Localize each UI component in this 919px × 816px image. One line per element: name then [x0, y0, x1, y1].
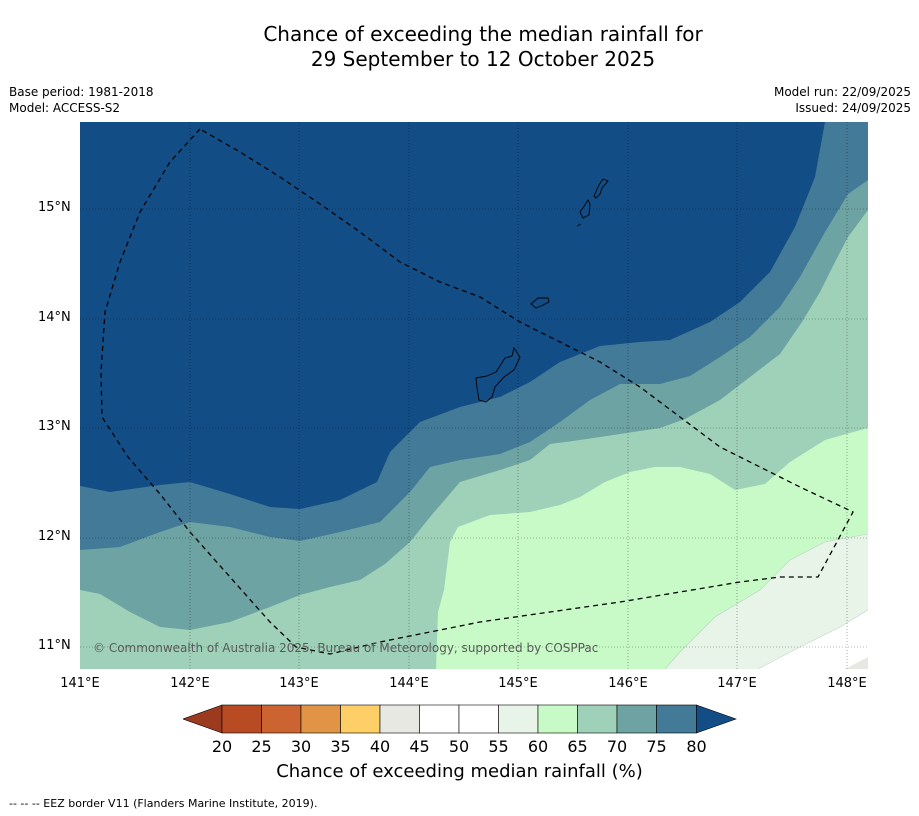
colorbar-tick-25: 25: [251, 737, 272, 756]
colorbar-bin-60-65: [537, 704, 578, 734]
colorbar-bin-30-35: [300, 704, 341, 734]
colorbar-tick-75: 75: [646, 737, 667, 756]
island-saipan: [593, 178, 609, 199]
lat-label-15n: 15°N: [38, 200, 71, 215]
colorbar-bin-50-55: [458, 704, 499, 734]
lon-label-144e: 144°E: [389, 676, 429, 691]
meta-left: Base period: 1981-2018 Model: ACCESS-S2: [9, 84, 154, 116]
islands: [475, 178, 609, 403]
island-rota: [530, 297, 550, 309]
model-run: Model run: 22/09/2025: [773, 85, 911, 99]
colorbar-extend-high: [696, 704, 737, 734]
colorbar-tick-20: 20: [211, 737, 233, 756]
title-line-2: 29 September to 12 October 2025: [310, 47, 656, 71]
colorbar: [183, 704, 737, 734]
colorbar-tick-55: 55: [488, 737, 509, 756]
island-aguijan: [576, 223, 582, 227]
meta-right: Model run: 22/09/2025 Issued: 24/09/2025: [774, 84, 911, 116]
lat-label-14n: 14°N: [38, 310, 71, 325]
eez-legend: -- -- -- EEZ border V11 (Flanders Marine…: [9, 797, 318, 810]
band-40-45: [845, 657, 868, 669]
lon-label-145e: 145°E: [498, 676, 538, 691]
title-line-1: Chance of exceeding the median rainfall …: [263, 22, 703, 46]
colorbar-tick-40: 40: [369, 737, 391, 756]
colorbar-bin-25-30: [261, 704, 302, 734]
copyright-notice: © Commonwealth of Australia 2025, Bureau…: [93, 641, 599, 655]
band-55-60: [665, 534, 868, 669]
colorbar-bin-65-70: [577, 704, 618, 734]
colorbar-bin-45-50: [419, 704, 460, 734]
colorbar-bin-70-75: [616, 704, 657, 734]
colorbar-extend-low: [183, 704, 223, 734]
island-guam: [475, 346, 521, 403]
lon-label-143e: 143°E: [279, 676, 319, 691]
lon-label-146e: 146°E: [608, 676, 648, 691]
colorbar-bin-35-40: [340, 704, 381, 734]
colorbar-tick-45: 45: [409, 737, 430, 756]
lat-label-12n: 12°N: [38, 529, 71, 544]
model-name: Model: ACCESS-S2: [9, 101, 121, 115]
map-title: Chance of exceeding the median rainfall …: [0, 22, 919, 72]
lon-label-142e: 142°E: [170, 676, 210, 691]
colorbar-tick-80: 80: [686, 737, 707, 756]
colorbar-tick-35: 35: [330, 737, 351, 756]
island-tinian: [579, 199, 591, 219]
base-period: Base period: 1981-2018: [9, 85, 154, 99]
lon-label-141e: 141°E: [60, 676, 100, 691]
band-50-55: [758, 610, 868, 669]
eez-border: [100, 128, 854, 655]
lon-label-148e: 148°E: [827, 676, 867, 691]
lon-label-147e: 147°E: [717, 676, 757, 691]
issued-date: Issued: 24/09/2025: [795, 101, 911, 115]
colorbar-label: Chance of exceeding median rainfall (%): [276, 761, 643, 782]
band-contours: [664, 533, 868, 669]
lat-label-11n: 11°N: [38, 638, 71, 653]
colorbar-tick-50: 50: [448, 737, 470, 756]
graticule: [80, 122, 868, 669]
colorbar-bin-55-60: [498, 704, 539, 734]
colorbar-tick-65: 65: [567, 737, 588, 756]
colorbar-bin-40-45: [379, 704, 420, 734]
lat-label-13n: 13°N: [38, 419, 71, 434]
colorbar-bin-20-25: [221, 704, 262, 734]
rainfall-map[interactable]: [80, 122, 868, 669]
colorbar-tick-30: 30: [290, 737, 312, 756]
colorbar-tick-60: 60: [527, 737, 549, 756]
colorbar-bin-75-80: [656, 704, 697, 734]
colorbar-tick-70: 70: [606, 737, 628, 756]
